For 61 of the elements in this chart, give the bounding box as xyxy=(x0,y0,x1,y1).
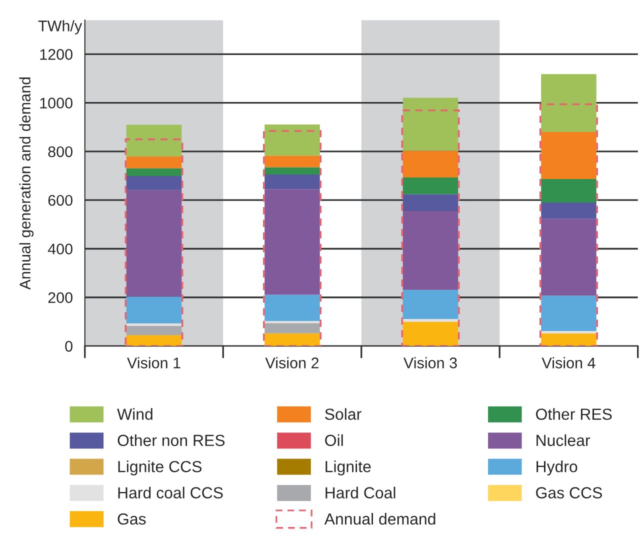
x-tick-label: Vision 1 xyxy=(127,357,180,368)
bar xyxy=(126,176,182,190)
text: TWh/y xyxy=(38,20,82,34)
bar xyxy=(126,190,182,297)
legend-label: Lignite xyxy=(326,460,371,476)
bar xyxy=(126,296,182,324)
bar xyxy=(264,156,320,168)
bar xyxy=(541,178,596,203)
bar xyxy=(264,189,320,295)
bar xyxy=(264,333,320,346)
y-tick-label: 800 xyxy=(48,146,72,158)
bar xyxy=(402,290,458,320)
bar xyxy=(264,167,320,175)
y-tick-label: 400 xyxy=(48,244,72,254)
bar xyxy=(541,333,596,346)
legend-label: Hard coal CCS xyxy=(118,486,223,498)
legend-label: Wind xyxy=(117,408,152,420)
bar xyxy=(126,168,182,176)
bar xyxy=(541,132,596,179)
bar xyxy=(402,322,458,346)
y-tick-label: 0 xyxy=(65,340,72,352)
bar xyxy=(402,211,458,290)
bar xyxy=(126,124,182,156)
y-tick-label: 1000 xyxy=(40,98,72,108)
bar xyxy=(264,320,320,324)
y-tick-label: 1200 xyxy=(40,49,72,60)
legend-label: Other non RES xyxy=(118,434,225,446)
bar xyxy=(402,177,458,194)
bar xyxy=(541,74,596,132)
bar xyxy=(402,319,458,322)
bar xyxy=(264,124,320,156)
bar xyxy=(402,98,458,151)
bar xyxy=(126,335,182,346)
bar xyxy=(264,294,320,321)
y-axis-title: Annual generation and demand xyxy=(19,77,34,290)
legend-label: Other RES xyxy=(536,408,612,420)
x-tick-label: Vision 2 xyxy=(265,357,319,368)
y-tick-label: 600 xyxy=(48,194,72,206)
legend-label: Gas xyxy=(118,513,146,525)
bar xyxy=(126,326,182,336)
bar xyxy=(126,156,182,168)
bar xyxy=(264,323,320,334)
bar xyxy=(541,296,596,331)
bar xyxy=(126,323,182,326)
legend-label: Hydro xyxy=(536,460,578,476)
legend-label: Nuclear xyxy=(536,434,590,446)
legend-label: Lignite CCS xyxy=(118,460,202,476)
legend-label: Oil xyxy=(325,434,343,446)
legend-label: Gas CCS xyxy=(536,487,602,498)
bar xyxy=(264,174,320,190)
legend-label: Annual demand xyxy=(324,512,436,525)
bar xyxy=(402,194,458,212)
bar xyxy=(541,218,596,296)
bar xyxy=(402,150,458,178)
bar xyxy=(541,202,596,219)
x-tick-label: Vision 3 xyxy=(404,357,457,368)
y-tick-label: 200 xyxy=(48,292,72,304)
x-tick-label: Vision 4 xyxy=(542,357,596,368)
legend-label: Hard Coal xyxy=(326,486,396,498)
legend-label: Solar xyxy=(325,408,362,420)
bar xyxy=(541,330,596,334)
